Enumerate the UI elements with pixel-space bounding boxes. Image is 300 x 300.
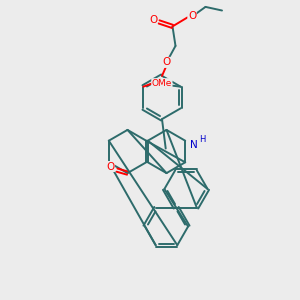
Text: O: O	[106, 161, 115, 172]
Text: O: O	[188, 11, 196, 21]
Text: OMe: OMe	[152, 79, 172, 88]
Text: Cl: Cl	[157, 80, 167, 90]
Text: O: O	[162, 57, 171, 68]
Text: N: N	[190, 140, 197, 151]
Text: O: O	[149, 15, 157, 25]
Text: H: H	[199, 135, 206, 144]
